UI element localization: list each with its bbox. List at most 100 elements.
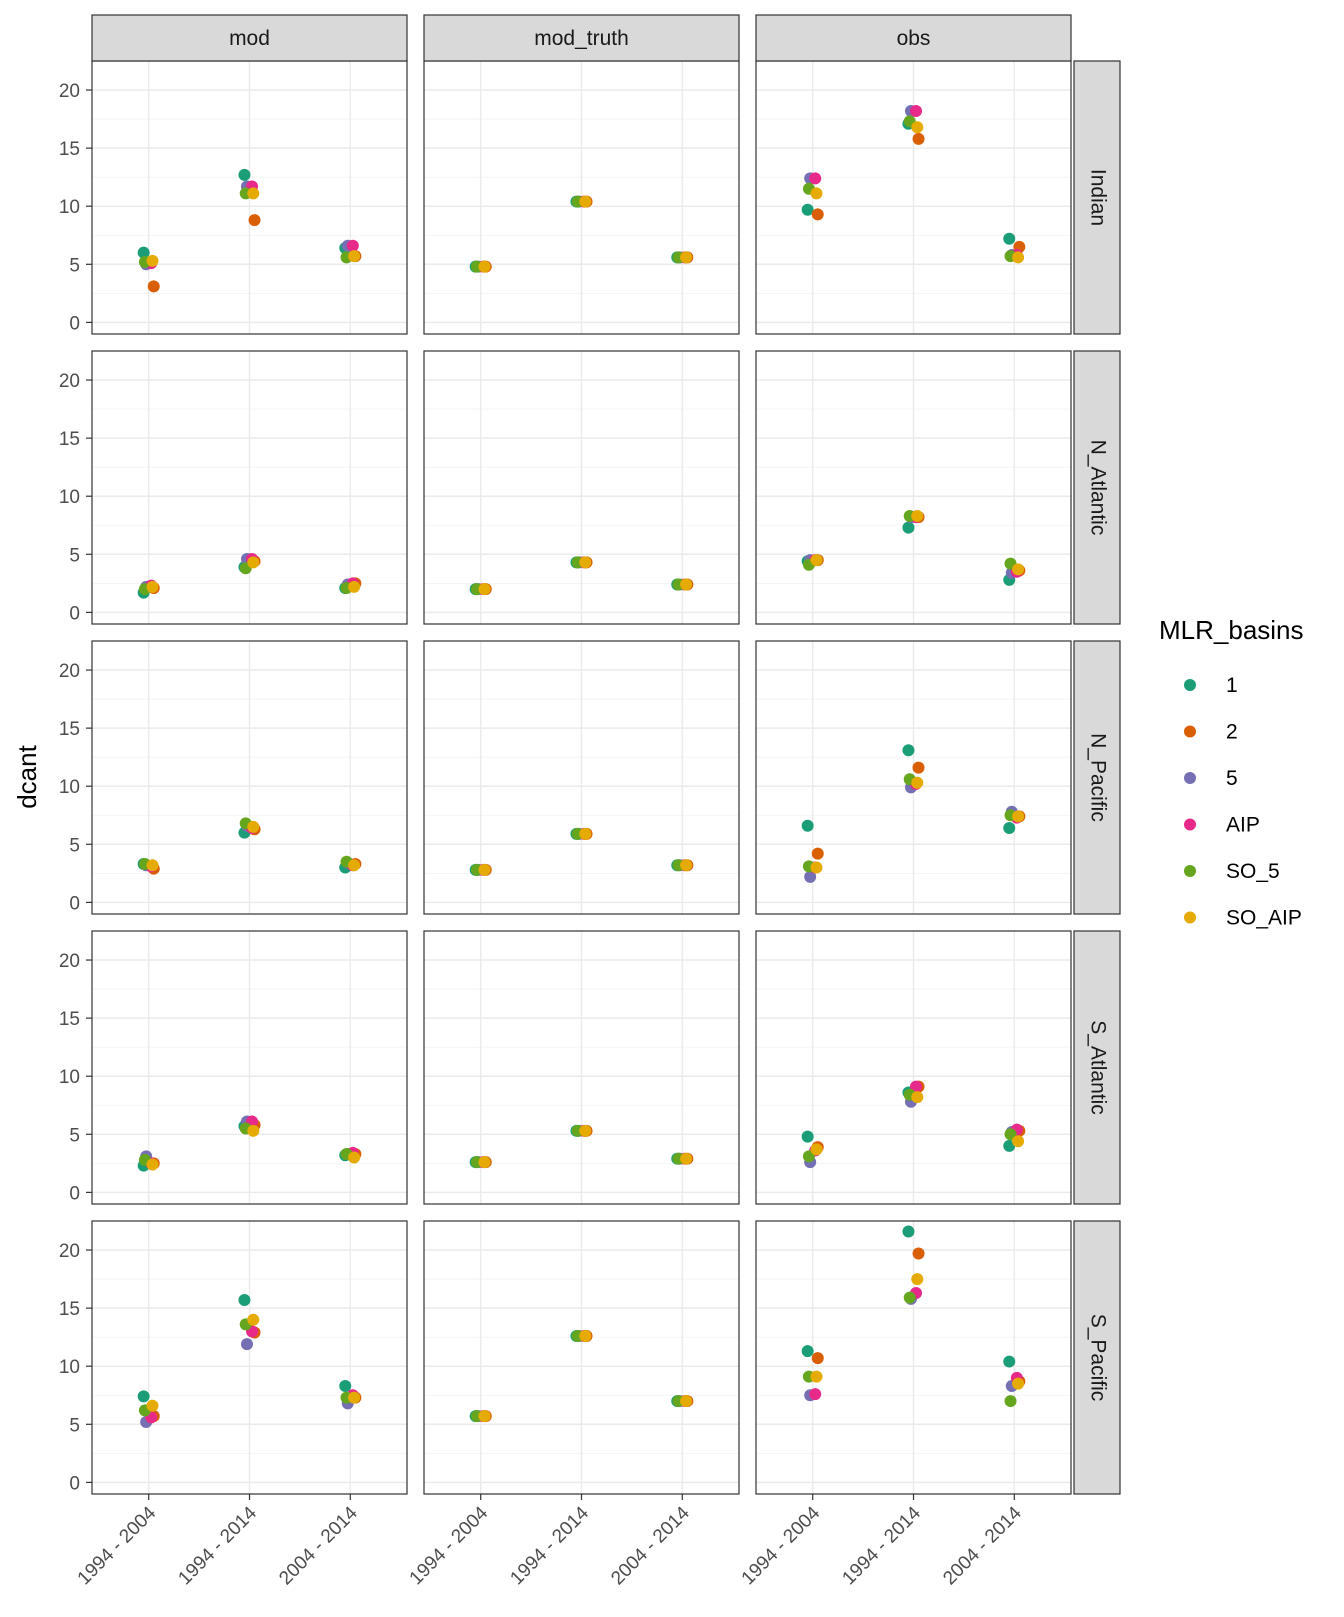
data-point-SO_AIP	[348, 580, 361, 593]
data-point-1	[902, 1225, 915, 1238]
panel-mod-Indian	[91, 60, 408, 335]
x-tick-label: 1994 - 2014	[506, 1502, 593, 1589]
data-point-SO_AIP	[579, 827, 592, 840]
row-strip-label: S_Pacific	[1086, 1314, 1109, 1402]
column-strip-label: mod	[229, 27, 270, 50]
data-point-SO_AIP	[680, 859, 693, 872]
data-point-SO_AIP	[810, 1370, 823, 1383]
row-strip-label: S_Atlantic	[1086, 1020, 1109, 1115]
data-point-SO_5	[903, 1291, 916, 1304]
y-tick-label: 20	[59, 81, 80, 102]
y-tick-label: 5	[69, 1415, 80, 1436]
data-point-2	[912, 761, 925, 774]
column-strip-label: obs	[897, 27, 931, 50]
legend-title: MLR_basins	[1159, 615, 1304, 645]
row-strip-label: N_Atlantic	[1086, 440, 1109, 536]
y-tick-label: 15	[59, 1009, 80, 1030]
y-tick-label: 20	[59, 1241, 80, 1262]
panel-obs-N_Pacific	[755, 640, 1072, 915]
legend-label: SO_AIP	[1226, 907, 1302, 930]
data-point-SO_AIP	[579, 1124, 592, 1137]
data-point-SO_AIP	[146, 254, 159, 267]
y-tick-label: 10	[59, 487, 80, 508]
y-tick-label: 0	[69, 603, 80, 624]
y-tick-label: 10	[59, 777, 80, 798]
column-strip-mod	[91, 14, 408, 62]
y-tick-label: 10	[59, 1067, 80, 1088]
row-strip-label: Indian	[1086, 169, 1109, 226]
data-point-SO_AIP	[579, 1330, 592, 1343]
data-point-SO_AIP	[810, 1143, 823, 1156]
data-point-SO_AIP	[146, 859, 159, 872]
y-tick-label: 5	[69, 835, 80, 856]
data-point-SO_AIP	[810, 861, 823, 874]
data-point-1	[1003, 822, 1016, 835]
legend-key-2	[1184, 725, 1196, 738]
data-point-SO_AIP	[680, 1395, 693, 1408]
data-point-AIP	[910, 1080, 923, 1093]
legend-key-SO_AIP	[1184, 911, 1196, 924]
panel-border	[755, 930, 1072, 1205]
data-point-1	[801, 819, 814, 832]
data-point-1	[1003, 1355, 1016, 1368]
row-strip-S_Pacific	[1073, 1220, 1121, 1495]
data-point-2	[811, 847, 824, 860]
panel-mod_truth-S_Pacific	[423, 1220, 740, 1495]
data-point-SO_AIP	[348, 1151, 361, 1164]
panel-border	[91, 350, 408, 625]
data-point-1	[801, 203, 814, 216]
panel-border	[423, 930, 740, 1205]
data-point-1	[137, 246, 150, 259]
data-point-SO_AIP	[478, 863, 491, 876]
data-point-AIP	[346, 239, 359, 252]
y-tick-label: 15	[59, 429, 80, 450]
data-point-1	[1003, 1139, 1016, 1152]
x-tick-label: 1994 - 2014	[174, 1502, 261, 1589]
data-point-SO_AIP	[146, 1158, 159, 1171]
panel-border	[755, 640, 1072, 915]
panel-border	[91, 640, 408, 915]
y-tick-label: 10	[59, 197, 80, 218]
panel-obs-S_Pacific	[755, 1220, 1072, 1495]
row-strip-S_Atlantic	[1073, 930, 1121, 1205]
legend-key-1	[1184, 679, 1196, 691]
panel-border	[423, 640, 740, 915]
data-point-SO_AIP	[911, 509, 924, 522]
data-point-AIP	[910, 104, 923, 117]
y-tick-label: 0	[69, 313, 80, 334]
data-point-SO_AIP	[1012, 563, 1025, 576]
y-tick-label: 5	[69, 255, 80, 276]
data-point-2	[811, 1352, 824, 1365]
data-point-SO_AIP	[348, 1391, 361, 1404]
data-point-SO_AIP	[680, 1152, 693, 1165]
column-strip-obs	[755, 14, 1072, 62]
data-point-1	[902, 521, 915, 534]
legend: MLR_basins 1 2 5 AIP SO_5 SO_AIP	[1159, 615, 1304, 930]
data-point-AIP	[809, 172, 822, 185]
y-tick-label: 15	[59, 139, 80, 160]
data-point-SO_AIP	[348, 250, 361, 263]
column-strip-label: mod_truth	[534, 27, 629, 50]
panel-mod-S_Atlantic	[91, 930, 408, 1205]
data-point-SO_AIP	[247, 187, 260, 200]
data-point-SO_AIP	[247, 820, 260, 833]
panel-border	[755, 350, 1072, 625]
legend-key-AIP	[1184, 818, 1196, 831]
data-point-1	[137, 1390, 150, 1403]
data-point-2	[811, 208, 824, 221]
row-strip-Indian	[1073, 60, 1121, 335]
y-tick-label: 20	[59, 951, 80, 972]
data-point-SO_AIP	[478, 1156, 491, 1169]
panel-obs-S_Atlantic	[755, 930, 1072, 1205]
data-point-SO_5	[802, 1150, 815, 1163]
data-point-SO_AIP	[579, 556, 592, 569]
legend-label: 2	[1226, 721, 1238, 744]
legend-key-5	[1184, 772, 1196, 784]
data-point-SO_5	[1004, 1128, 1017, 1141]
x-tick-label: 2004 - 2014	[275, 1502, 362, 1589]
panel-mod_truth-S_Atlantic	[423, 930, 740, 1205]
data-point-SO_AIP	[478, 583, 491, 596]
strips-layer: mod mod_truth obs Indian N_Atlantic N_Pacific…	[91, 14, 1121, 1495]
